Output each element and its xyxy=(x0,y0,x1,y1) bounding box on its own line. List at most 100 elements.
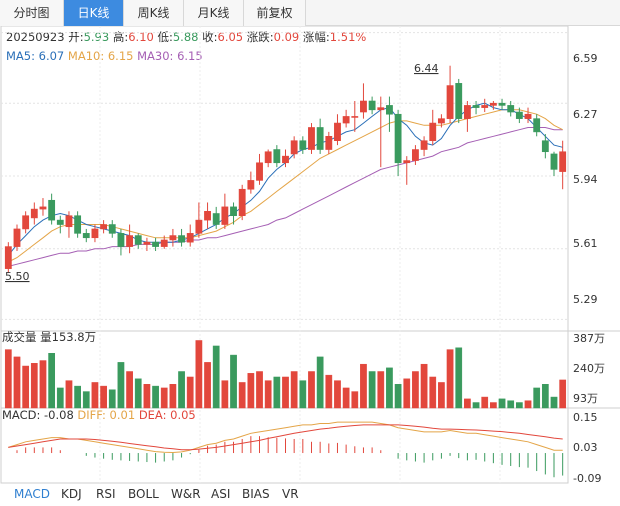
macd-tick-3: -0.09 xyxy=(573,472,601,484)
volume-bar xyxy=(30,363,38,409)
change-label: 涨跌: xyxy=(246,30,274,44)
price-tick-3: 5.94 xyxy=(573,173,598,186)
candle-body xyxy=(117,233,125,247)
volume-bar xyxy=(273,376,281,409)
price-tick-4: 5.61 xyxy=(573,237,598,250)
candle-body xyxy=(342,116,350,124)
price-tick-1: 6.59 xyxy=(573,52,598,65)
volume-tick-2: 240万 xyxy=(573,362,605,375)
volume-bar xyxy=(490,402,497,409)
volume-bar xyxy=(48,353,56,409)
candle-body xyxy=(100,224,108,230)
ma10-line xyxy=(8,109,563,263)
candle-body xyxy=(437,118,445,124)
volume-bar xyxy=(39,360,47,409)
tab-time-share[interactable]: 分时图 xyxy=(0,0,64,26)
volume-bar xyxy=(221,380,229,409)
candle-body xyxy=(481,105,489,108)
volume-bar xyxy=(377,371,385,409)
indicator-tab-bar: MACD KDJ RSI BOLL W&R ASI BIAS VR xyxy=(0,484,620,506)
volume-bar xyxy=(412,371,419,409)
macd-layer xyxy=(8,421,564,478)
volume-bar xyxy=(56,387,64,409)
tab-weekly-k[interactable]: 周K线 xyxy=(124,0,184,26)
volume-bars xyxy=(4,340,567,409)
dif-value: DIFF: 0.01 xyxy=(77,408,136,422)
candle-body xyxy=(186,233,194,243)
ma10-value: MA10: 6.15 xyxy=(67,49,134,63)
volume-bar xyxy=(550,396,558,409)
candle-body xyxy=(82,233,90,239)
volume-bar xyxy=(316,356,324,409)
volume-bar xyxy=(117,362,125,409)
high-value: 6.10 xyxy=(128,30,154,44)
indicator-tab-rsi[interactable]: RSI xyxy=(96,487,116,501)
ma30-value: MA30: 6.15 xyxy=(137,49,203,63)
volume-bar xyxy=(541,384,549,409)
ohlc-info-line: 20250923 开:5.93 高:6.10 低:5.88 收:6.05 涨跌:… xyxy=(6,29,366,45)
candle-body xyxy=(30,208,38,219)
indicator-tab-vr[interactable]: VR xyxy=(282,487,299,501)
high-price-mark: 6.44 xyxy=(414,62,439,75)
candle-body xyxy=(48,199,56,221)
candle-body xyxy=(351,116,359,118)
volume-bar xyxy=(13,356,21,409)
candle-body xyxy=(264,151,272,164)
volume-bar xyxy=(212,345,220,409)
tab-monthly-k[interactable]: 月K线 xyxy=(184,0,244,26)
indicator-tab-asi[interactable]: ASI xyxy=(211,487,231,501)
candlesticks xyxy=(4,65,567,274)
tab-daily-k[interactable]: 日K线 xyxy=(64,0,124,26)
indicator-tab-wr[interactable]: W&R xyxy=(171,487,201,501)
kline-chart[interactable]: 6.59 6.27 5.94 5.61 5.29 387万 240万 93万 0… xyxy=(0,26,620,484)
candle-body xyxy=(550,153,558,170)
low-price-mark: 5.50 xyxy=(5,270,30,283)
candle-body xyxy=(515,111,523,119)
candle-body xyxy=(238,188,246,217)
candle-body xyxy=(541,140,549,153)
candle-body xyxy=(22,215,30,230)
candle-body xyxy=(195,219,203,234)
candle-body xyxy=(403,160,411,164)
candle-body xyxy=(273,149,281,164)
chart-frame xyxy=(0,26,569,484)
close-label: 收: xyxy=(202,30,218,44)
dea-line xyxy=(8,424,563,451)
candle-body xyxy=(152,241,159,247)
volume-bar xyxy=(533,387,541,409)
tab-forward-adjusted[interactable]: 前复权 xyxy=(244,0,306,26)
dif-line xyxy=(8,421,563,454)
candle-body xyxy=(420,140,428,150)
volume-bar xyxy=(108,389,116,409)
indicator-tab-kdj[interactable]: KDJ xyxy=(61,487,82,501)
volume-bar xyxy=(238,382,246,409)
candle-body xyxy=(489,102,497,106)
volume-bar xyxy=(455,347,463,409)
volume-bar xyxy=(100,385,107,409)
candle-body xyxy=(446,85,454,119)
volume-bar xyxy=(386,367,393,409)
volume-bar xyxy=(420,363,428,409)
volume-tick-3: 93万 xyxy=(573,392,598,405)
candle-body xyxy=(360,100,367,113)
volume-bar xyxy=(230,354,237,409)
candle-body xyxy=(256,162,263,181)
indicator-tab-macd[interactable]: MACD xyxy=(14,487,50,501)
volume-bar xyxy=(91,382,99,409)
indicator-tab-bias[interactable]: BIAS xyxy=(242,487,270,501)
indicator-tab-boll[interactable]: BOLL xyxy=(128,487,159,501)
volume-bar xyxy=(325,374,333,409)
candle-body xyxy=(282,155,289,164)
high-label: 高: xyxy=(112,30,129,44)
candle-body xyxy=(429,122,437,142)
candle-body xyxy=(455,83,463,119)
candle-body xyxy=(299,140,307,150)
candle-body xyxy=(74,215,82,234)
ma-legend: MA5: 6.07 MA10: 6.15 MA30: 6.15 xyxy=(6,49,203,63)
candle-body xyxy=(134,235,142,245)
volume-bar xyxy=(481,396,489,409)
volume-bar xyxy=(169,384,177,409)
volume-bar xyxy=(134,378,142,409)
volume-bar xyxy=(247,373,255,409)
candle-body xyxy=(308,127,315,150)
